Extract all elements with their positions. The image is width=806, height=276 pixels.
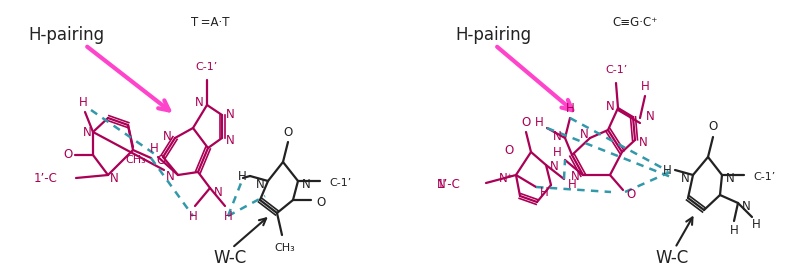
Text: N: N — [580, 128, 588, 140]
Text: N: N — [571, 171, 580, 184]
Text: N: N — [553, 129, 561, 142]
Text: N: N — [226, 108, 235, 121]
Text: C≡G·C⁺: C≡G·C⁺ — [613, 15, 658, 28]
Text: H: H — [150, 142, 158, 155]
Text: N: N — [110, 172, 118, 185]
Text: O: O — [708, 121, 717, 134]
Text: N: N — [194, 97, 203, 110]
Text: C-1’: C-1’ — [753, 172, 775, 182]
Text: H: H — [540, 187, 548, 200]
Text: N: N — [83, 126, 91, 139]
Text: N: N — [605, 100, 614, 113]
Text: T =A·T: T =A·T — [191, 15, 229, 28]
Text: H: H — [663, 164, 671, 177]
Text: 1’-C: 1’-C — [437, 179, 461, 192]
Text: H: H — [566, 102, 575, 115]
Text: H: H — [79, 95, 87, 108]
Text: C-1’: C-1’ — [196, 62, 218, 72]
Text: N: N — [646, 110, 654, 123]
Text: N⁺: N⁺ — [499, 172, 513, 185]
Text: N: N — [680, 171, 689, 184]
Text: N: N — [550, 161, 559, 174]
Text: N: N — [256, 177, 264, 190]
Text: O: O — [284, 126, 293, 139]
Text: O: O — [156, 153, 165, 166]
Text: N: N — [742, 200, 750, 214]
Text: O: O — [521, 115, 530, 129]
Text: N: N — [214, 185, 222, 198]
Text: N: N — [638, 136, 647, 148]
Text: N: N — [437, 179, 446, 192]
Text: W-C: W-C — [214, 249, 247, 267]
Text: O: O — [505, 144, 513, 156]
Text: O: O — [64, 148, 73, 161]
Text: H-pairing: H-pairing — [455, 26, 531, 44]
Text: H: H — [553, 147, 561, 160]
Text: N: N — [163, 129, 172, 142]
Text: O: O — [626, 187, 636, 200]
Text: O: O — [317, 195, 326, 208]
Text: 1’-C: 1’-C — [34, 171, 58, 184]
Text: H: H — [189, 209, 197, 222]
Text: N: N — [301, 177, 310, 190]
Text: H: H — [752, 219, 760, 232]
Text: N: N — [725, 171, 734, 184]
Text: C-1’: C-1’ — [329, 178, 351, 188]
Text: H: H — [641, 79, 650, 92]
Text: H: H — [567, 179, 576, 192]
Text: H: H — [223, 209, 232, 222]
Text: N: N — [165, 171, 174, 184]
Text: W-C: W-C — [655, 249, 688, 267]
Text: C-1’: C-1’ — [604, 65, 627, 75]
Text: H-pairing: H-pairing — [28, 26, 104, 44]
Text: H: H — [238, 171, 247, 184]
Text: CH₃: CH₃ — [126, 155, 147, 165]
Text: CH₃: CH₃ — [275, 243, 295, 253]
Text: N: N — [226, 134, 235, 147]
Text: H: H — [729, 224, 738, 238]
Text: H: H — [534, 115, 543, 129]
